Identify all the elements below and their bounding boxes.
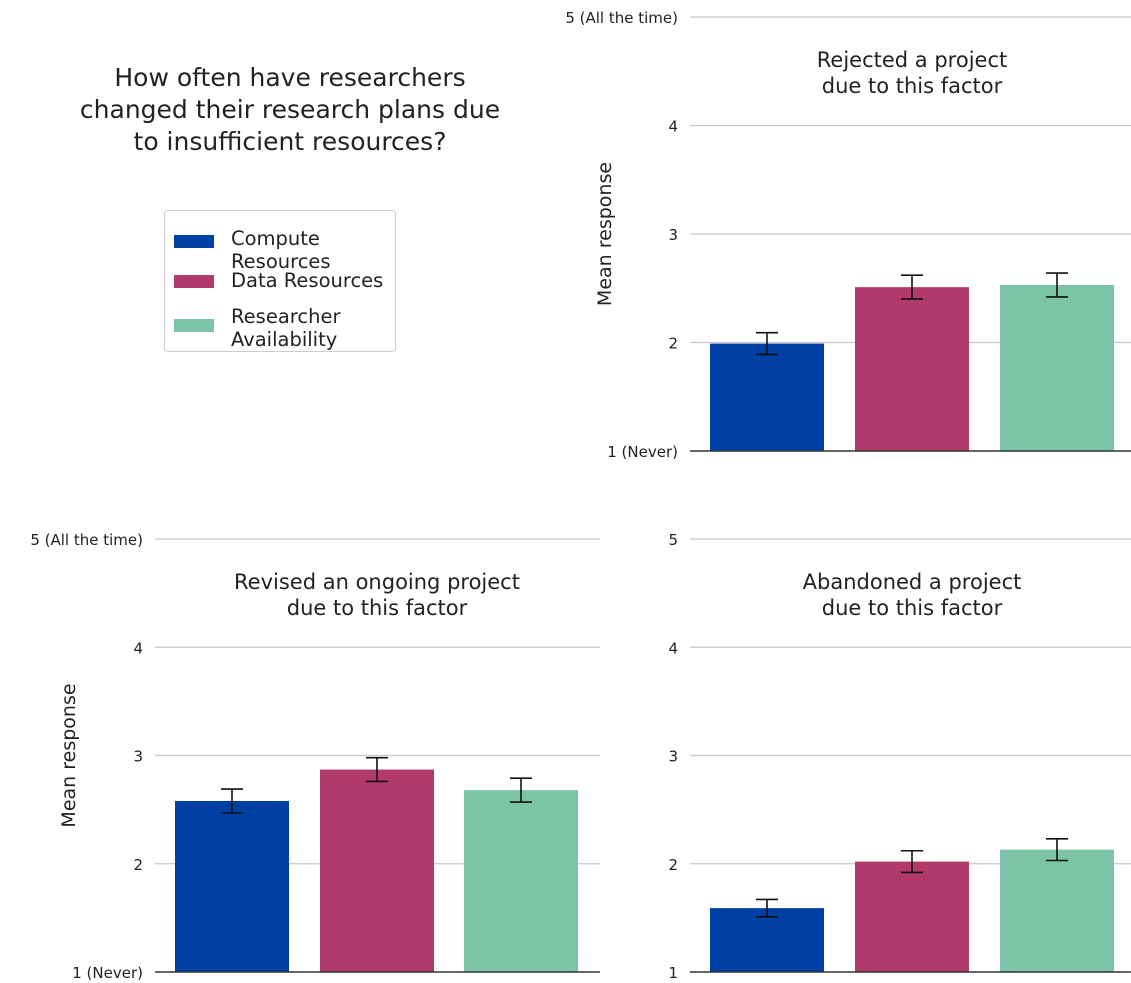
y-tick-label: 3 [133,748,143,766]
chart-panel-1: 1 (Never) 2 3 4 5 (All the time) Rejected a p… [565,9,1131,461]
panel-title: Revised an ongoing project [234,570,520,594]
bar [175,800,289,972]
bar [710,908,824,972]
panel-title: due to this factor [822,596,1003,620]
y-tick-label: 3 [668,226,678,244]
panel-title: due to this factor [822,74,1003,98]
y-tick-label: 5 [668,531,678,549]
legend-swatch-researcher [174,319,214,332]
bar [464,790,578,972]
y-tick-label: 4 [668,118,678,136]
y-tick-label: 1 [668,964,678,982]
y-tick-label: 3 [668,748,678,766]
legend-swatch-data [174,275,214,288]
legend-label-compute-line2: Resources [231,250,331,273]
y-tick-label: 5 (All the time) [30,531,143,549]
y-axis-label: Mean response [58,683,80,827]
panel-title: Abandoned a project [803,570,1022,594]
bar [855,287,969,451]
chart-panel-2: 1 (Never) 2 3 4 5 (All the time) Revised an o… [30,531,600,982]
y-tick-label: 1 (Never) [607,443,678,461]
legend: Compute Resources Data Resources Researc… [164,210,396,352]
legend-label-researcher-line1: Researcher [231,305,341,328]
y-tick-label: 2 [668,856,678,874]
y-tick-label: 4 [133,639,143,657]
legend-label-data: Data Resources [231,269,384,292]
legend-label-compute-line1: Compute [231,227,320,250]
y-tick-label: 2 [133,856,143,874]
bar [855,861,969,972]
legend-label-researcher-line2: Availability [231,328,338,351]
bar [1000,284,1114,451]
y-tick-label: 1 (Never) [72,964,143,982]
y-axis-label: Mean response [594,162,616,306]
bar [320,769,434,972]
legend-swatch-compute [174,235,214,248]
figure-title: How often have researchers changed their… [79,63,501,156]
bar [710,343,824,451]
panel-title: due to this factor [287,596,468,620]
panel-title: Rejected a project [817,48,1007,72]
y-tick-label: 5 (All the time) [565,9,678,27]
y-tick-label: 2 [668,335,678,353]
bar [1000,849,1114,972]
y-tick-label: 4 [668,639,678,657]
